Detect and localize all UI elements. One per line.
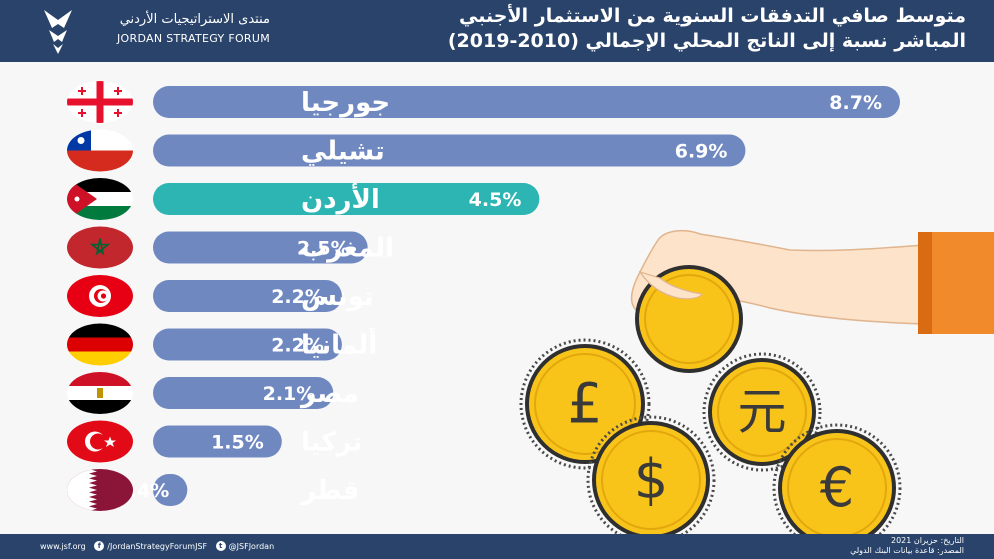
svg-text:$: $ — [634, 448, 668, 511]
flag-morocco-icon — [67, 226, 133, 269]
twitter-link[interactable]: @JSFJordan — [228, 541, 275, 551]
date-text: التاريخ: حزيران 2021 — [890, 536, 964, 545]
bar — [153, 231, 368, 264]
social-links: www.jsf.org f/JordanStrategyForumJSF t @J… — [40, 541, 280, 551]
bar — [153, 377, 334, 409]
chart-area: جورجيا 8.7% تشيلي 6.9% الأردن 4.5% المغرب 2.5% ت… — [0, 62, 994, 534]
chart-title: متوسط صافي التدفقات السنوية من الاستثمار… — [346, 4, 966, 54]
category-label: تونس — [301, 282, 374, 312]
twitter-icon[interactable]: t — [215, 541, 226, 551]
title-line-1: متوسط صافي التدفقات السنوية من الاستثمار… — [459, 5, 966, 27]
value-label: 8.7% — [829, 92, 882, 114]
jsf-logo[interactable]: منتدى الاستراتيجيات الأردني JORDAN STRAT… — [40, 6, 270, 56]
source-text: المصدر: قاعدة بيانات البنك الدولي — [850, 546, 964, 555]
hand-with-coin-illustration — [630, 229, 994, 334]
bar — [153, 425, 282, 458]
svg-text:元: 元 — [737, 384, 786, 441]
website-link[interactable]: www.jsf.org — [40, 541, 86, 551]
value-label: 2.2% — [271, 286, 324, 308]
value-label: 2.5% — [297, 238, 350, 260]
category-label: قطر — [299, 476, 360, 506]
category-label: ألمانيا — [301, 328, 377, 361]
thumb-shape — [638, 270, 703, 300]
logo-arabic-name: منتدى الاستراتيجيات الأردني — [119, 12, 270, 27]
jsf-emblem-icon — [44, 10, 72, 54]
logo-english-name: JORDAN STRATEGY FORUM — [117, 32, 270, 45]
bar — [153, 328, 342, 361]
source-meta: التاريخ: حزيران 2021 المصدر: قاعدة بيانا… — [850, 536, 964, 556]
flag-chile-icon — [67, 129, 133, 172]
bar-row: تشيلي 6.9% — [153, 134, 746, 167]
category-label: مصر — [299, 379, 359, 409]
pound-coin-icon: £ — [519, 338, 651, 470]
svg-text:£: £ — [568, 372, 603, 436]
category-label: جورجيا — [301, 88, 390, 118]
bar — [153, 280, 342, 312]
category-label: تشيلي — [301, 137, 385, 167]
value-label: 6.9% — [675, 141, 728, 163]
flag-tunisia-icon — [67, 275, 133, 317]
bar-row: جورجيا 8.7% — [153, 86, 900, 118]
value-label: 2.1% — [263, 383, 316, 405]
category-label: الأردن — [301, 183, 380, 215]
flag-germany-icon — [67, 323, 133, 366]
header-banner: منتدى الاستراتيجيات الأردني JORDAN STRAT… — [0, 0, 994, 62]
bar — [153, 134, 746, 167]
flag-georgia-icon — [67, 81, 133, 123]
svg-text:€: € — [820, 456, 854, 519]
dollar-coin-icon: $ — [586, 415, 716, 534]
value-label: 4.5% — [469, 189, 522, 211]
value-label: 2.2% — [271, 335, 324, 357]
bar — [153, 474, 188, 506]
yuan-coin-icon: 元 — [702, 352, 822, 472]
category-label: تركيا — [301, 428, 362, 458]
value-label: 1.5% — [211, 432, 264, 454]
flag-jordan-icon — [67, 178, 133, 220]
category-label: المغرب — [301, 234, 394, 264]
euro-coin-icon: € — [772, 423, 902, 534]
facebook-icon[interactable]: f — [94, 541, 105, 551]
bar-highlight — [153, 183, 540, 215]
title-line-2: المباشر نسبة إلى الناتج المحلي الإجمالي … — [447, 30, 966, 52]
bar — [153, 86, 900, 118]
bar-row: تركيا 1.5% — [153, 425, 362, 458]
flag-turkey-icon — [67, 420, 133, 463]
footer-banner: www.jsf.org f/JordanStrategyForumJSF t @J… — [0, 534, 994, 559]
flag-egypt-icon — [67, 372, 133, 414]
facebook-link[interactable]: /JordanStrategyForumJSF — [107, 541, 208, 551]
flag-qatar-icon — [67, 469, 133, 511]
bar-row: الأردن 4.5% — [153, 183, 540, 215]
